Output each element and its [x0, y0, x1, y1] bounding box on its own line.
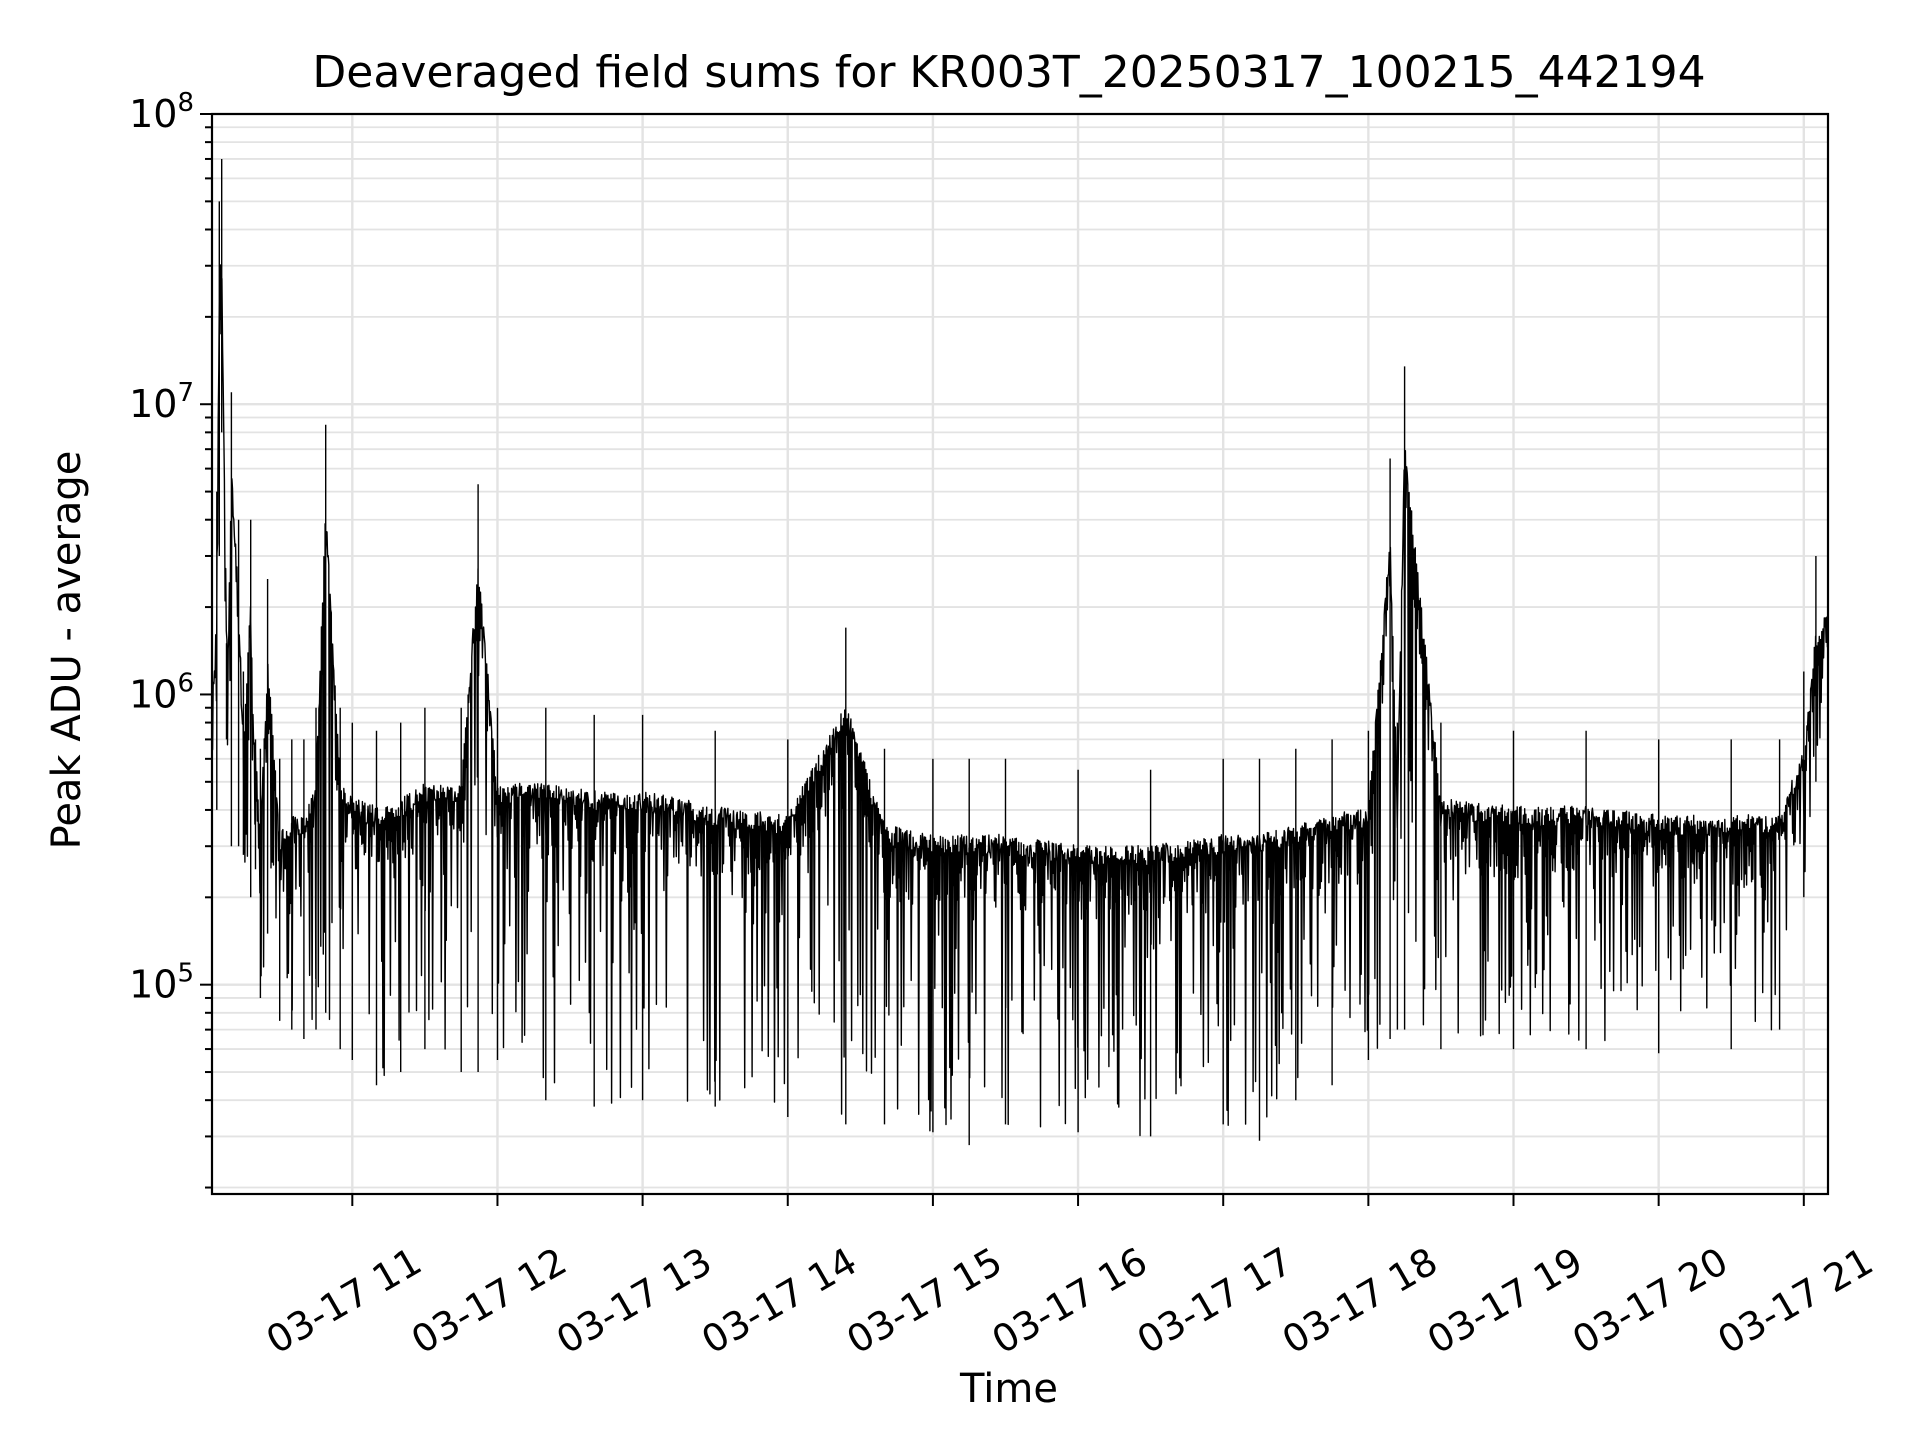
y-axis: 105 106 107 108 [129, 88, 212, 1189]
y-axis-label: Peak ADU - average [44, 451, 90, 850]
y-tick-label: 105 [129, 959, 194, 1007]
data-trace [211, 159, 1829, 1146]
chart-title: Deaveraged field sums for KR003T_2025031… [312, 47, 1705, 98]
series-line [211, 159, 1829, 1146]
y-tick-label: 106 [129, 668, 194, 716]
y-tick-label: 108 [129, 88, 194, 136]
y-tick-label: 107 [129, 378, 194, 426]
x-axis-label: Time [959, 1366, 1058, 1412]
plot-frame [210, 112, 1830, 1196]
